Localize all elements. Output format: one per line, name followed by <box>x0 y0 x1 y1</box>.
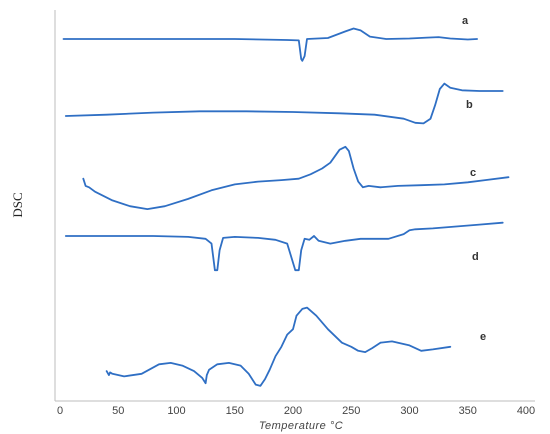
series-c-line <box>82 145 510 210</box>
series-e-label: e <box>480 331 486 343</box>
series-b-line <box>64 82 504 125</box>
series-d-line <box>64 221 504 272</box>
x-tick-label: 300 <box>400 405 418 417</box>
x-tick-label: 150 <box>226 405 244 417</box>
x-axis-label: Temperature °C <box>259 420 343 432</box>
x-tick-label: 200 <box>284 405 302 417</box>
series-c-label: c <box>470 167 476 179</box>
series-a-line <box>62 27 478 62</box>
x-tick-label: 100 <box>167 405 185 417</box>
y-axis-label: DSC <box>10 192 25 217</box>
x-tick-label: 0 <box>57 405 63 417</box>
x-tick-label: 400 <box>517 405 535 417</box>
x-tick-labels: 0 50 100 150 200 250 300 350 400 <box>57 405 535 417</box>
dsc-curves <box>62 27 510 387</box>
x-tick-label: 350 <box>459 405 477 417</box>
series-e-line <box>105 306 452 387</box>
series-d-label: d <box>472 251 479 263</box>
x-tick-label: 250 <box>342 405 360 417</box>
series-labels: a b c d e <box>462 15 486 343</box>
series-b-label: b <box>466 99 473 111</box>
x-tick-label: 50 <box>112 405 124 417</box>
series-a-label: a <box>462 15 469 27</box>
